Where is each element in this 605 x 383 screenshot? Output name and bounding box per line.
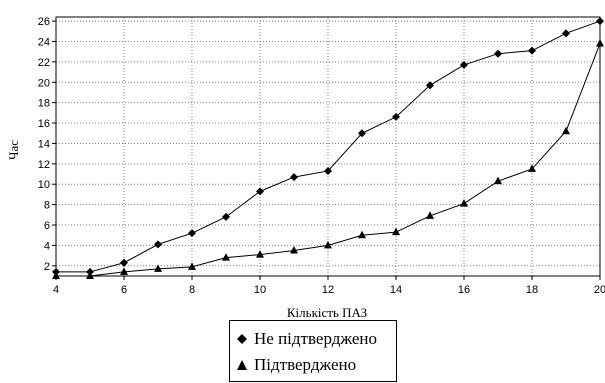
- data-point: [324, 240, 332, 249]
- data-point: [596, 17, 604, 26]
- legend-item-series-2: Підтверджено: [236, 354, 356, 376]
- legend: Не підтверджено Підтверджено: [229, 320, 397, 382]
- data-point: [256, 187, 264, 196]
- data-point: [86, 271, 94, 279]
- diamond-marker-icon: [237, 334, 247, 344]
- y-tick-label: 8: [44, 200, 50, 212]
- series-2: [52, 39, 604, 279]
- y-tick-label: 2: [44, 261, 50, 273]
- data-point: [154, 240, 162, 249]
- y-tick-label: 24: [38, 36, 50, 48]
- x-axis-label: Кількість ПАЗ: [287, 305, 367, 320]
- y-tick-label: 10: [38, 179, 50, 191]
- data-point: [494, 49, 502, 58]
- data-point: [188, 229, 196, 238]
- data-point: [596, 39, 604, 47]
- data-point: [528, 46, 536, 55]
- data-point: [562, 29, 570, 38]
- x-tick-label: 12: [322, 284, 334, 296]
- data-point: [188, 262, 196, 270]
- data-point: [494, 176, 502, 185]
- y-tick-label: 6: [44, 220, 50, 232]
- grid-lines: [55, 17, 601, 276]
- x-tick-label: 4: [53, 284, 59, 296]
- x-tick-label: 6: [121, 284, 127, 296]
- data-point: [358, 230, 366, 239]
- data-point: [528, 164, 536, 172]
- series-layer: [52, 17, 604, 279]
- legend-item-series-1: Не підтверджено: [236, 328, 377, 350]
- y-tick-label: 20: [38, 77, 50, 89]
- data-point: [52, 271, 60, 279]
- legend-label-series-2: Підтверджено: [254, 355, 357, 374]
- y-tick-label: 22: [38, 57, 50, 69]
- x-tick-label: 14: [390, 284, 402, 296]
- y-tick-label: 4: [44, 240, 50, 252]
- y-tick-label: 12: [38, 159, 50, 171]
- y-tick-label: 16: [38, 118, 50, 130]
- legend-label-series-1: Не підтверджено: [254, 329, 378, 348]
- x-tick-label: 20: [594, 284, 605, 296]
- x-axis-ticks: 4 6 8 10 12 14 16 18 20: [53, 276, 605, 296]
- y-tick-label: 26: [38, 16, 50, 28]
- data-point: [358, 129, 366, 138]
- data-point: [290, 173, 298, 182]
- data-point: [324, 166, 332, 175]
- y-axis-label: Час: [6, 140, 21, 160]
- data-point: [426, 211, 434, 219]
- data-point: [222, 253, 230, 261]
- data-point: [460, 60, 468, 69]
- x-tick-label: 10: [254, 284, 266, 296]
- data-point: [120, 267, 128, 275]
- x-tick-label: 18: [526, 284, 538, 296]
- data-point: [154, 264, 162, 272]
- data-point: [426, 81, 434, 90]
- data-point: [460, 199, 468, 207]
- data-point: [222, 212, 230, 221]
- data-point: [562, 126, 570, 135]
- y-tick-label: 18: [38, 98, 50, 110]
- data-point: [120, 258, 128, 267]
- x-tick-label: 8: [189, 284, 195, 296]
- data-point: [290, 246, 298, 254]
- x-tick-label: 16: [458, 284, 470, 296]
- triangle-marker-icon: [237, 360, 247, 370]
- data-point: [392, 112, 400, 121]
- data-point: [256, 250, 264, 258]
- y-tick-label: 14: [38, 138, 50, 150]
- data-point: [392, 227, 400, 236]
